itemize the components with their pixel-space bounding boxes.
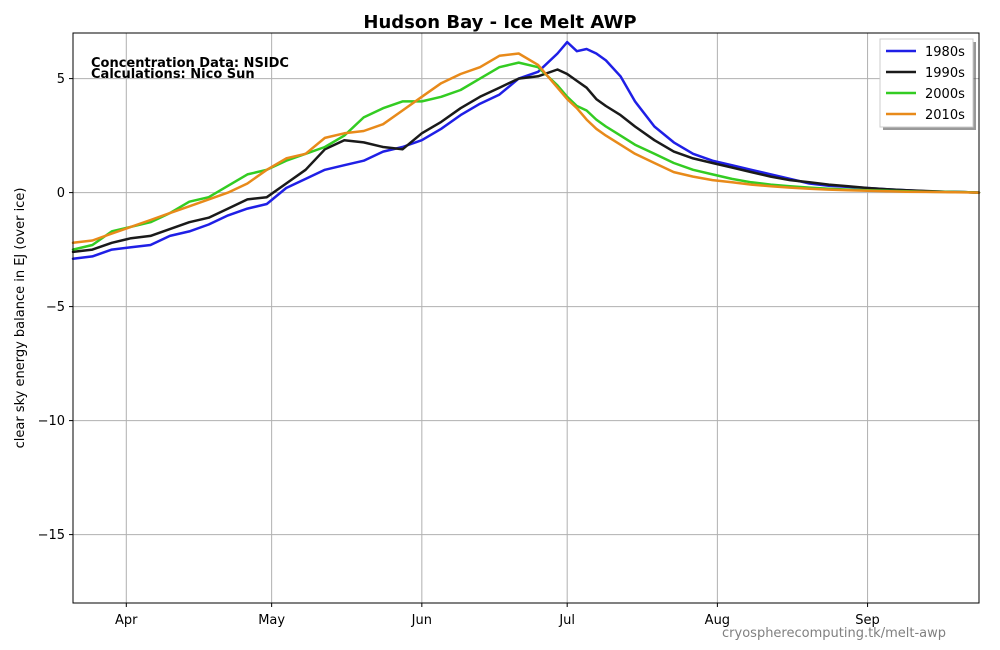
x-tick-label: May bbox=[258, 613, 285, 628]
y-tick-label: −15 bbox=[38, 528, 65, 543]
y-tick-label: −10 bbox=[38, 414, 65, 429]
y-tick-label: −5 bbox=[46, 300, 65, 315]
annotation-calculations: Calculations: Nico Sun bbox=[91, 67, 255, 82]
legend: 1980s 1990s 2000s 2010s bbox=[879, 38, 976, 130]
legend-label-2000s: 2000s bbox=[925, 87, 965, 102]
series-line-2010s bbox=[71, 52, 981, 245]
x-tick-label: Jul bbox=[558, 613, 575, 628]
x-tick-label: Sep bbox=[855, 613, 880, 628]
legend-label-2010s: 2010s bbox=[925, 108, 965, 123]
grid bbox=[73, 33, 979, 603]
annotation-concentration: Concentration Data: NSIDC bbox=[91, 56, 289, 71]
credit-text: cryospherecomputing.tk/melt-awp bbox=[722, 626, 946, 641]
series-lines bbox=[71, 40, 981, 260]
y-axis-label: clear sky energy balance in EJ (over ice… bbox=[13, 188, 28, 449]
x-axis: Apr May Jun Jul Aug Sep bbox=[115, 603, 880, 628]
plot-frame bbox=[72, 32, 980, 604]
legend-box bbox=[879, 38, 974, 128]
legend-label-1980s: 1980s bbox=[925, 45, 965, 60]
y-tick-label: 5 bbox=[57, 72, 65, 87]
legend-label-1990s: 1990s bbox=[925, 66, 965, 81]
chart-title: Hudson Bay - Ice Melt AWP bbox=[363, 12, 636, 33]
series-line-1990s bbox=[71, 68, 981, 254]
x-tick-label: Apr bbox=[115, 613, 138, 628]
x-tick-label: Jun bbox=[411, 613, 432, 628]
y-axis: 5 0 −5 −10 −15 bbox=[38, 72, 73, 543]
x-tick-label: Aug bbox=[705, 613, 730, 628]
y-tick-label: 0 bbox=[57, 186, 65, 201]
